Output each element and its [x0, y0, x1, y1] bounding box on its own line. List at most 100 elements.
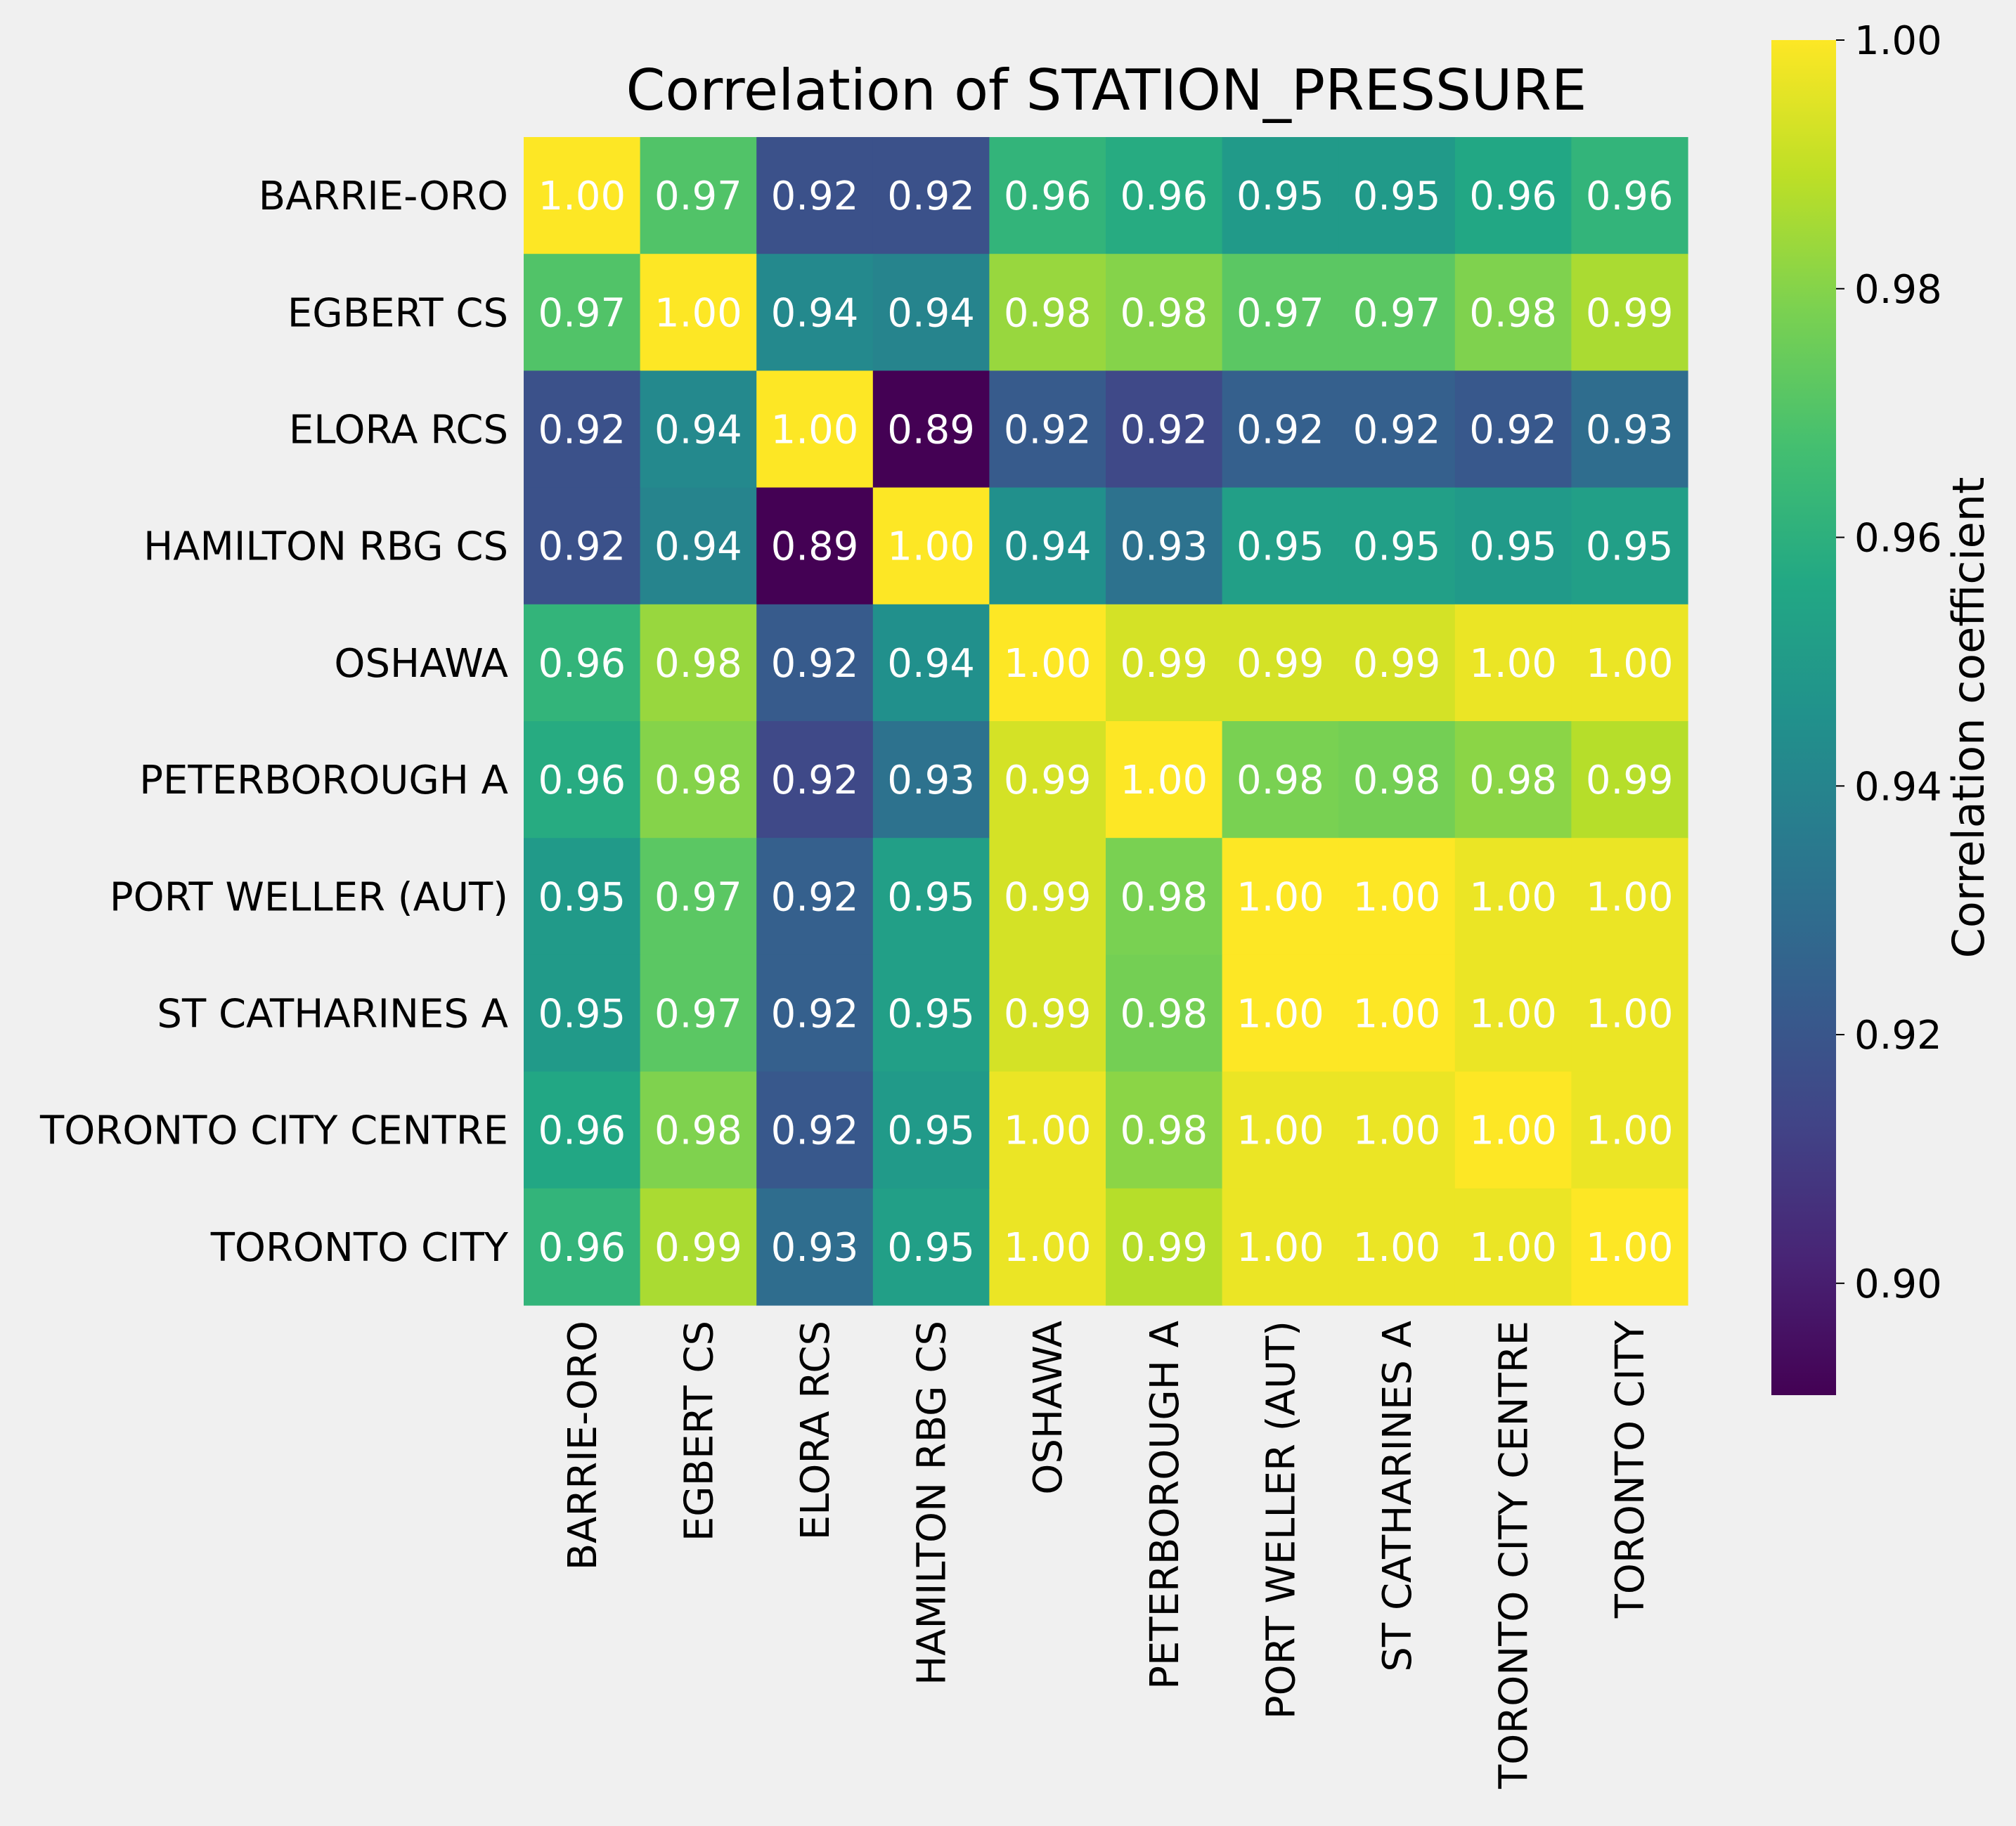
- cell-value-label: 0.99: [654, 1225, 742, 1271]
- chart-title: Correlation of STATION_PRESSURE: [626, 58, 1587, 123]
- cell-value-label: 0.93: [1120, 524, 1208, 570]
- row-label: ELORA RCS: [289, 408, 508, 453]
- cell-value-label: 0.97: [654, 874, 742, 920]
- heatmap-cell: [1222, 254, 1339, 371]
- heatmap-cell: [872, 137, 990, 254]
- heatmap-cell: [524, 370, 641, 488]
- cell-value-label: 0.95: [1236, 524, 1324, 570]
- heatmap-cell: [756, 838, 874, 955]
- heatmap-cell: [872, 1071, 990, 1189]
- heatmap-cell: [756, 604, 874, 722]
- cell-value-label: 0.93: [887, 758, 975, 803]
- heatmap-cell: [1571, 838, 1688, 955]
- heatmap-cell: [524, 954, 641, 1073]
- heatmap-cell: [524, 721, 641, 838]
- heatmap-cell: [872, 838, 990, 955]
- heatmap-cell: [989, 137, 1106, 254]
- heatmap-cell: [1571, 604, 1688, 722]
- heatmap-cell: [1454, 721, 1572, 838]
- heatmap-cell: [1454, 604, 1572, 722]
- cell-value-label: 0.96: [538, 641, 626, 687]
- heatmap-cell: [524, 487, 641, 605]
- cell-value-label: 1.00: [1586, 1225, 1674, 1271]
- colorbar-tick-label: 0.92: [1854, 1013, 1942, 1058]
- cell-value-label: 1.00: [1586, 874, 1674, 920]
- colorbar-ticks: 0.90 0.92 0.94 0.96 0.98 1.00: [1836, 18, 1942, 1307]
- cell-value-label: 0.92: [1120, 408, 1208, 453]
- cell-value-label: 0.96: [1586, 174, 1674, 219]
- cell-value-label: 0.98: [1236, 758, 1324, 803]
- cell-value-label: 0.98: [654, 641, 742, 687]
- heatmap-cell: [1106, 137, 1223, 254]
- heatmap-cell: [756, 721, 874, 838]
- cell-value-label: 0.96: [1004, 174, 1092, 219]
- heatmap-cell: [872, 604, 990, 722]
- heatmap-cell: [1571, 254, 1688, 371]
- column-label: PETERBOROUGH A: [1142, 1321, 1188, 1690]
- column-label: EGBERT CS: [676, 1321, 722, 1541]
- heatmap-cell: [756, 1071, 874, 1189]
- heatmap-cell: [1571, 1071, 1688, 1189]
- cell-value-label: 0.99: [1236, 641, 1324, 687]
- cell-value-label: 0.98: [1120, 1108, 1208, 1154]
- heatmap-cell: [524, 604, 641, 722]
- heatmap-cell: [756, 370, 874, 488]
- cell-value-label: 0.98: [1469, 758, 1557, 803]
- cell-value-label: 1.00: [1004, 1225, 1092, 1271]
- heatmap-cell: [1222, 721, 1339, 838]
- heatmap-cell: [989, 721, 1106, 838]
- heatmap-cell: [1454, 954, 1572, 1073]
- row-label: TORONTO CITY: [210, 1225, 509, 1271]
- cell-value-label: 0.92: [1469, 408, 1557, 453]
- cell-value-label: 0.92: [538, 408, 626, 453]
- cell-value-label: 0.95: [1586, 524, 1674, 570]
- cell-value-label: 0.94: [771, 290, 859, 336]
- heatmap-cell: [524, 1071, 641, 1189]
- cell-value-label: 0.98: [654, 1108, 742, 1154]
- heatmap-cell: [1338, 487, 1456, 605]
- cell-value-label: 0.96: [1469, 174, 1557, 219]
- heatmap-cell: [989, 1071, 1106, 1189]
- cell-value-label: 0.95: [887, 1108, 975, 1154]
- heatmap-cell: [1454, 137, 1572, 254]
- heatmap-cell: [1222, 487, 1339, 605]
- heatmap-cell: [1338, 604, 1456, 722]
- colorbar-label: Correlation coefficient: [1943, 477, 1994, 959]
- row-label: HAMILTON RBG CS: [143, 524, 508, 570]
- heatmap-cell: [640, 487, 757, 605]
- heatmap-cell: [989, 1188, 1106, 1306]
- column-label: TORONTO CITY CENTRE: [1492, 1321, 1537, 1789]
- heatmap-cell: [1106, 954, 1223, 1073]
- cell-value-label: 0.92: [771, 641, 859, 687]
- heatmap-cell: [1222, 137, 1339, 254]
- cell-value-label: 1.00: [1120, 758, 1208, 803]
- cell-value-label: 0.96: [538, 1225, 626, 1271]
- cell-value-label: 0.92: [887, 174, 975, 219]
- heatmap-cell: [989, 487, 1106, 605]
- cell-value-label: 0.95: [887, 874, 975, 920]
- cell-value-label: 1.00: [538, 174, 626, 219]
- heatmap-cell: [640, 1188, 757, 1306]
- cell-value-label: 0.98: [1353, 758, 1441, 803]
- cell-value-label: 1.00: [1469, 1108, 1557, 1154]
- cell-value-label: 0.97: [654, 992, 742, 1037]
- heatmap-cell: [872, 954, 990, 1073]
- row-label: BARRIE-ORO: [259, 174, 508, 219]
- column-label: ST CATHARINES A: [1375, 1321, 1421, 1672]
- heatmap-cell: [1571, 1188, 1688, 1306]
- heatmap-cell: [640, 1071, 757, 1189]
- heatmap-cell: [1338, 721, 1456, 838]
- colorbar-tick-label: 1.00: [1854, 18, 1942, 64]
- heatmap-cell: [1338, 137, 1456, 254]
- heatmap-cell: [989, 838, 1106, 955]
- heatmap-cell: [1454, 1071, 1572, 1189]
- cell-value-label: 0.94: [887, 290, 975, 336]
- cell-value-label: 0.92: [538, 524, 626, 570]
- cell-value-label: 1.00: [654, 290, 742, 336]
- cell-value-label: 0.96: [1120, 174, 1208, 219]
- heatmap-cell: [989, 954, 1106, 1073]
- heatmap-cell: [1222, 838, 1339, 955]
- heatmap-cell: [989, 254, 1106, 371]
- cell-value-label: 0.95: [887, 1225, 975, 1271]
- cell-value-label: 0.99: [1120, 641, 1208, 687]
